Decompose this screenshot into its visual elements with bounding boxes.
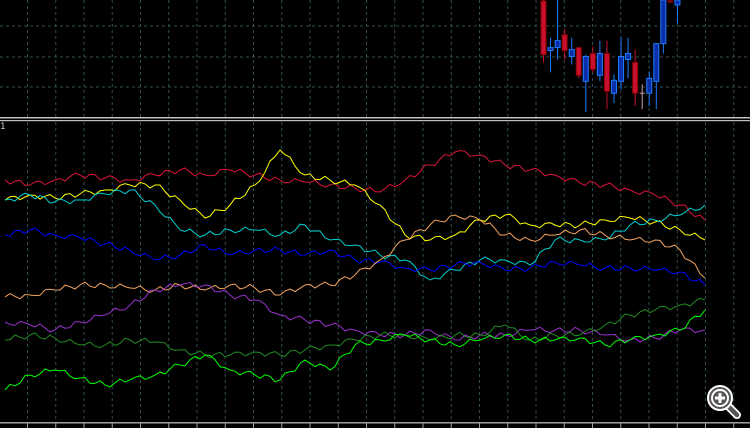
bullish-candle [660, 0, 667, 45]
indicator-line-5 [4, 214, 706, 300]
panel-separator-lower[interactable] [0, 120, 750, 122]
bullish-candle [582, 56, 589, 82]
indicator-lines [4, 149, 706, 391]
zoom-in-button[interactable] [705, 383, 741, 419]
indicator-line-7 [4, 297, 706, 359]
bottom-axis-line [0, 422, 750, 424]
bearish-candle [540, 0, 547, 56]
indicator-line-8 [4, 309, 706, 391]
indicator-line-2 [4, 149, 706, 242]
bullish-candle [646, 77, 653, 94]
bearish-candle [603, 53, 610, 92]
bearish-candle [561, 34, 568, 52]
bullish-candle [596, 53, 603, 76]
bullish-candle [653, 43, 660, 82]
bullish-candle [547, 47, 554, 52]
bearish-candle [667, 0, 674, 3]
bullish-candle [554, 40, 561, 49]
candlestick-series [540, 0, 681, 113]
indicator-line-1 [4, 149, 706, 221]
bullish-candle [568, 49, 575, 58]
indicator-line-3 [4, 189, 706, 281]
bullish-candle [625, 53, 632, 60]
bullish-candle [674, 0, 681, 6]
bearish-candle [589, 53, 596, 70]
indicator-line-4 [4, 227, 706, 286]
indicator-window-label: 1 [0, 122, 6, 132]
indicator-line-6 [4, 281, 706, 343]
bullish-candle [618, 56, 625, 82]
bearish-candle [632, 61, 639, 94]
bearish-candle [575, 47, 582, 76]
zoom-in-magnifier-icon [707, 385, 741, 419]
bullish-candle [611, 79, 617, 94]
panel-separator[interactable] [0, 117, 750, 119]
